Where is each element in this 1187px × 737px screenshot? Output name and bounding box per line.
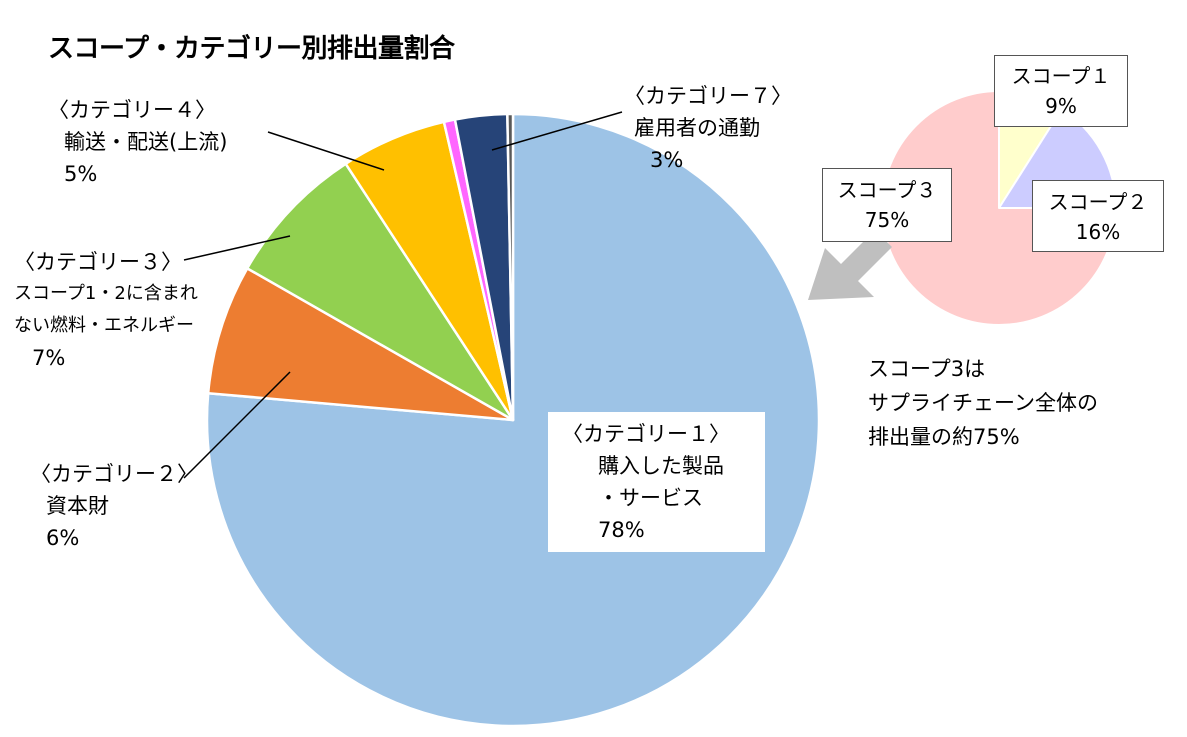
scope3-note: スコープ3は サプライチェーン全体の 排出量の約75% (868, 352, 1098, 454)
scope3-note-line-1: スコープ3は (868, 357, 986, 381)
leader-line-cat3 (183, 235, 291, 261)
label-cat1-heading: 〈カテゴリー１〉 (562, 422, 730, 446)
leader-lines (183, 111, 623, 479)
leader-line-cat7 (491, 111, 623, 151)
label-cat1: 〈カテゴリー１〉 購入した製品 ・サービス 78% (548, 412, 765, 552)
label-scope2-value: 16% (1075, 220, 1121, 244)
label-cat3-heading: 〈カテゴリー３〉 (14, 250, 182, 274)
label-scope1: スコープ１ 9% (994, 55, 1128, 127)
label-cat7-desc: 雇用者の通勤 (634, 116, 760, 140)
label-scope3: スコープ３ 75% (822, 168, 952, 242)
label-cat7-value: 3% (650, 148, 684, 172)
label-cat4-desc: 輸送・配送(上流) (64, 130, 228, 154)
label-cat3-value: 7% (32, 346, 66, 370)
label-cat1-desc-1: 購入した製品 (598, 454, 724, 478)
chart-title: スコープ・カテゴリー別排出量割合 (48, 34, 455, 64)
label-cat2-value: 6% (46, 526, 80, 550)
main-pie-slice-other (506, 112, 515, 422)
scope-pie-slice-scope3 (881, 90, 1117, 326)
scope3-note-line-2: サプライチェーン全体の (868, 391, 1098, 415)
label-cat4-heading: 〈カテゴリー４〉 (48, 98, 216, 122)
label-scope2: スコープ２ 16% (1032, 180, 1164, 252)
label-cat3: 〈カテゴリー３〉 スコープ1・2に含まれ ない燃料・エネルギー 7% (14, 246, 198, 374)
left-arrow-icon (808, 230, 892, 300)
label-cat4: 〈カテゴリー４〉 輸送・配送(上流) 5% (48, 94, 227, 190)
label-cat2-desc: 資本財 (46, 494, 109, 518)
label-cat4-value: 5% (64, 162, 98, 186)
label-scope1-name: スコープ１ (1011, 64, 1111, 88)
label-cat7-heading: 〈カテゴリー７〉 (624, 84, 792, 108)
label-cat7: 〈カテゴリー７〉 雇用者の通勤 3% (624, 80, 792, 176)
leader-line-cat2 (183, 371, 291, 479)
label-cat3-desc-1: スコープ1・2に含まれ (14, 283, 198, 304)
label-scope3-value: 75% (864, 208, 910, 232)
label-cat2-heading: 〈カテゴリー２〉 (30, 462, 198, 486)
label-scope2-name: スコープ２ (1048, 190, 1148, 214)
main-pie-slice-cat2 (206, 267, 515, 422)
label-cat1-value: 78% (598, 518, 645, 542)
label-cat2: 〈カテゴリー２〉 資本財 6% (30, 458, 198, 554)
label-scope1-value: 9% (1045, 94, 1077, 118)
label-cat1-desc-2: ・サービス (598, 486, 703, 510)
label-scope3-name: スコープ３ (837, 178, 937, 202)
leader-line-cat4 (267, 131, 385, 171)
main-pie (205, 112, 821, 728)
scope3-note-line-3: 排出量の約75% (868, 425, 1020, 449)
main-pie-slice-cat3 (245, 162, 515, 422)
label-cat3-desc-2: ない燃料・エネルギー (14, 315, 194, 336)
